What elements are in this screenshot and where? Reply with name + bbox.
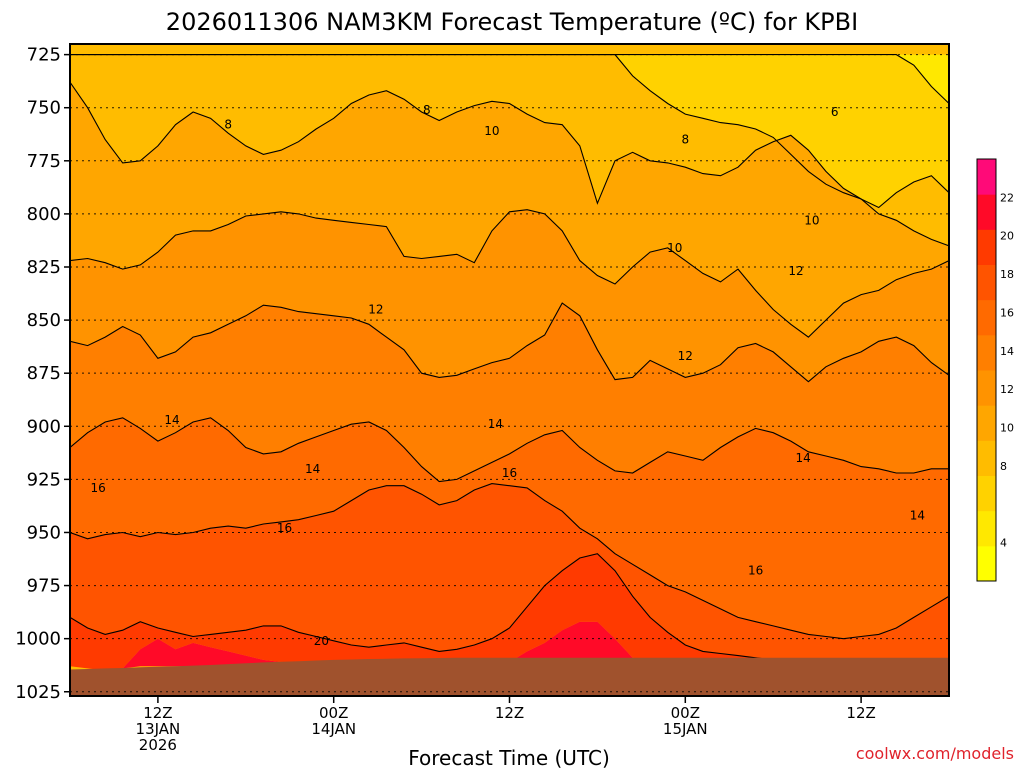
y-tick-label-1000: 1000 xyxy=(15,629,61,650)
isotherm-12 xyxy=(70,209,949,338)
contour-label-16-15: 16 xyxy=(502,466,517,480)
colorbar: 4 8 10 12 14 16 18 20 22 xyxy=(976,158,1014,582)
temperature-band-16-18 xyxy=(70,417,949,639)
y-axis: 725 750 775 800 825 850 875 900 925 950 975 1000 102… xyxy=(15,45,70,703)
colorbar-swatch-6 xyxy=(977,475,996,512)
y-tick-label-975: 975 xyxy=(27,576,61,597)
y-tick-label-1025: 1025 xyxy=(15,682,61,703)
x-tick-label-0-1: 12Z xyxy=(143,704,172,722)
x-tick-label-30-1: 00Z xyxy=(671,704,700,722)
y-tick-label-950: 950 xyxy=(27,522,61,543)
x-tick-label-10-2: 14JAN xyxy=(311,720,356,738)
isotherm-10 xyxy=(70,81,949,247)
y-tick-label-800: 800 xyxy=(27,204,61,225)
contour-label-10-5: 10 xyxy=(804,213,819,227)
colorbar-swatch-18 xyxy=(977,264,996,301)
temperature-band-8-10 xyxy=(70,54,949,246)
contour-label-12-7: 12 xyxy=(788,264,803,278)
temperature-band-18-20 xyxy=(70,483,949,667)
colorbar-label-22: 22 xyxy=(1000,191,1014,204)
isotherm-18 xyxy=(70,483,949,640)
x-tick-label-40-1: 12Z xyxy=(846,704,875,722)
colorbar-swatch-2 xyxy=(977,545,996,582)
colorbar-label-12: 12 xyxy=(1000,383,1014,396)
temperature-band-14-16 xyxy=(70,303,949,482)
colorbar-swatch-20 xyxy=(977,229,996,265)
y-tick-label-775: 775 xyxy=(27,151,61,172)
contour-label-8-0: 8 xyxy=(224,118,232,132)
contour-label-20-19: 20 xyxy=(314,634,329,648)
x-tick-label-0-2: 13JAN xyxy=(136,720,181,738)
contour-label-8-1: 8 xyxy=(423,103,431,117)
credit-text: coolwx.com/models xyxy=(856,744,1014,763)
x-tick-label-30-2: 15JAN xyxy=(663,720,708,738)
colorbar-swatch-10 xyxy=(977,405,996,441)
colorbar-label-10: 10 xyxy=(1000,422,1014,435)
y-tick-label-750: 750 xyxy=(27,98,61,119)
contour-label-8-3: 8 xyxy=(681,133,689,147)
colorbar-label-14: 14 xyxy=(1000,345,1014,358)
y-tick-label-900: 900 xyxy=(27,416,61,437)
colorbar-frame xyxy=(976,158,997,582)
contour-label-10-2: 10 xyxy=(484,124,499,138)
contour-label-10-6: 10 xyxy=(667,241,682,255)
y-tick-label-725: 725 xyxy=(27,45,61,66)
y-tick-label-825: 825 xyxy=(27,257,61,278)
colorbar-swatch-4 xyxy=(977,510,996,547)
contour-label-16-16: 16 xyxy=(277,521,292,535)
x-axis-label: Forecast Time (UTC) xyxy=(408,746,610,768)
contour-label-16-18: 16 xyxy=(748,564,763,578)
contour-label-14-11: 14 xyxy=(488,417,503,431)
contour-label-12-8: 12 xyxy=(368,302,383,316)
colorbar-swatch-14 xyxy=(977,334,996,371)
plot-area xyxy=(70,44,949,696)
temperature-band-6-8 xyxy=(70,54,949,208)
colorbar-label-4: 4 xyxy=(1000,537,1007,550)
contour-label-14-12: 14 xyxy=(305,462,320,476)
isotherm-16 xyxy=(70,417,949,483)
chart-title: 2026011306 NAM3KM Forecast Temperature (… xyxy=(166,8,858,36)
colorbar-swatch-12 xyxy=(977,370,996,406)
contour-label-14-10: 14 xyxy=(164,413,179,427)
colorbar-swatch-24 xyxy=(977,159,996,195)
isotherm-14 xyxy=(70,302,949,383)
contour-label-16-14: 16 xyxy=(90,481,105,495)
colorbar-label-18: 18 xyxy=(1000,268,1014,281)
colorbar-swatch-16 xyxy=(977,299,996,336)
x-tick-label-10-1: 00Z xyxy=(319,704,348,722)
contour-labels: 8 8 10 8 6 10 10 12 12 12 14 14 14 14 16 16 16 14 16 20 xyxy=(90,103,925,648)
y-tick-label-850: 850 xyxy=(27,310,61,331)
temperature-band-10-12 xyxy=(70,82,949,338)
contour-label-12-9: 12 xyxy=(678,349,693,363)
temperature-band-22-24 xyxy=(70,621,949,671)
colorbar-label-16: 16 xyxy=(1000,306,1014,319)
colorbar-label-8: 8 xyxy=(1000,460,1007,473)
y-tick-label-925: 925 xyxy=(27,469,61,490)
temperature-band-12-14 xyxy=(70,209,949,382)
contour-label-6-4: 6 xyxy=(831,105,839,119)
colorbar-swatch-8 xyxy=(977,440,996,476)
contour-label-14-13: 14 xyxy=(795,451,810,465)
contour-label-14-17: 14 xyxy=(910,508,925,522)
temperature-band-20-22 xyxy=(70,553,949,671)
x-tick-label-20-1: 12Z xyxy=(495,704,524,722)
x-tick-label-0-3: 2026 xyxy=(139,736,177,754)
colorbar-label-20: 20 xyxy=(1000,230,1014,243)
y-tick-label-875: 875 xyxy=(27,363,61,384)
ground-surface xyxy=(70,657,949,696)
colorbar-swatch-22 xyxy=(977,194,996,230)
